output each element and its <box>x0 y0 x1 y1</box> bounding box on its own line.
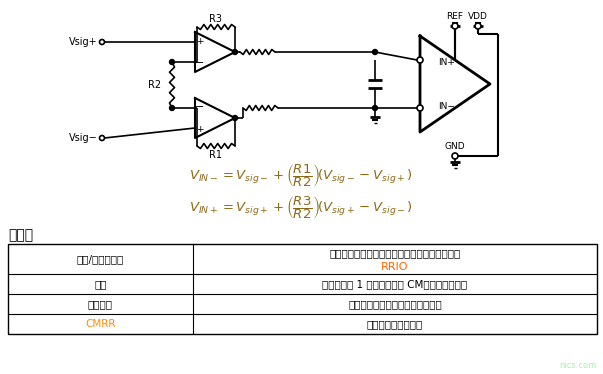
Circle shape <box>99 40 104 45</box>
Text: 裕量/单电源供电: 裕量/单电源供电 <box>77 254 124 264</box>
Circle shape <box>417 105 423 111</box>
Text: GND: GND <box>444 141 466 150</box>
Text: 对于依赖增益的单电源工作模式，可能需要提供: 对于依赖增益的单电源工作模式，可能需要提供 <box>329 248 461 258</box>
Text: −: − <box>195 58 204 68</box>
Text: R2: R2 <box>148 80 161 90</box>
Circle shape <box>373 49 377 55</box>
Text: REF: REF <box>446 12 464 21</box>
Text: −: − <box>195 102 204 112</box>
Text: CMRR: CMRR <box>85 319 116 329</box>
Text: 输入阻抗: 输入阻抗 <box>88 299 113 309</box>
Text: 利与弊: 利与弊 <box>8 228 33 242</box>
Text: 仅允许大于 1 的增益；固定 CM，无电平转换。: 仅允许大于 1 的增益；固定 CM，无电平转换。 <box>323 279 467 289</box>
Circle shape <box>233 49 238 55</box>
Text: RRIO: RRIO <box>381 262 409 272</box>
Bar <box>8 244 597 334</box>
Text: +: + <box>196 37 204 46</box>
Circle shape <box>233 116 238 120</box>
Circle shape <box>169 59 174 64</box>
Text: IN−: IN− <box>438 101 455 110</box>
Text: R1: R1 <box>209 150 223 160</box>
Circle shape <box>452 153 458 159</box>
Text: $V_{IN-} = V_{sig-} + \left(\dfrac{R1}{R2}\right)\!(V_{sig-} - V_{sig+})$: $V_{IN-} = V_{sig-} + \left(\dfrac{R1}{R… <box>189 162 413 188</box>
Circle shape <box>452 23 458 29</box>
Text: +: + <box>196 125 204 134</box>
Circle shape <box>99 135 104 141</box>
Circle shape <box>417 57 423 63</box>
Text: nics.com: nics.com <box>560 361 597 370</box>
Circle shape <box>475 23 481 29</box>
Text: IN+: IN+ <box>438 58 455 67</box>
Text: Vsig−: Vsig− <box>69 133 98 143</box>
Text: $V_{IN+} = V_{sig+} + \left(\dfrac{R3}{R2}\right)\!(V_{sig+} - V_{sig-})$: $V_{IN+} = V_{sig+} + \left(\dfrac{R3}{R… <box>189 193 413 221</box>
Text: 受放大器输入漏电流限制的高阻抗: 受放大器输入漏电流限制的高阻抗 <box>348 299 442 309</box>
Text: Vsig+: Vsig+ <box>69 37 98 47</box>
Text: 共模抑制性能欠佳。: 共模抑制性能欠佳。 <box>367 319 423 329</box>
Text: R3: R3 <box>209 14 223 24</box>
Circle shape <box>169 105 174 110</box>
Circle shape <box>373 105 377 110</box>
Text: 增益: 增益 <box>94 279 107 289</box>
Text: VDD: VDD <box>468 12 488 21</box>
